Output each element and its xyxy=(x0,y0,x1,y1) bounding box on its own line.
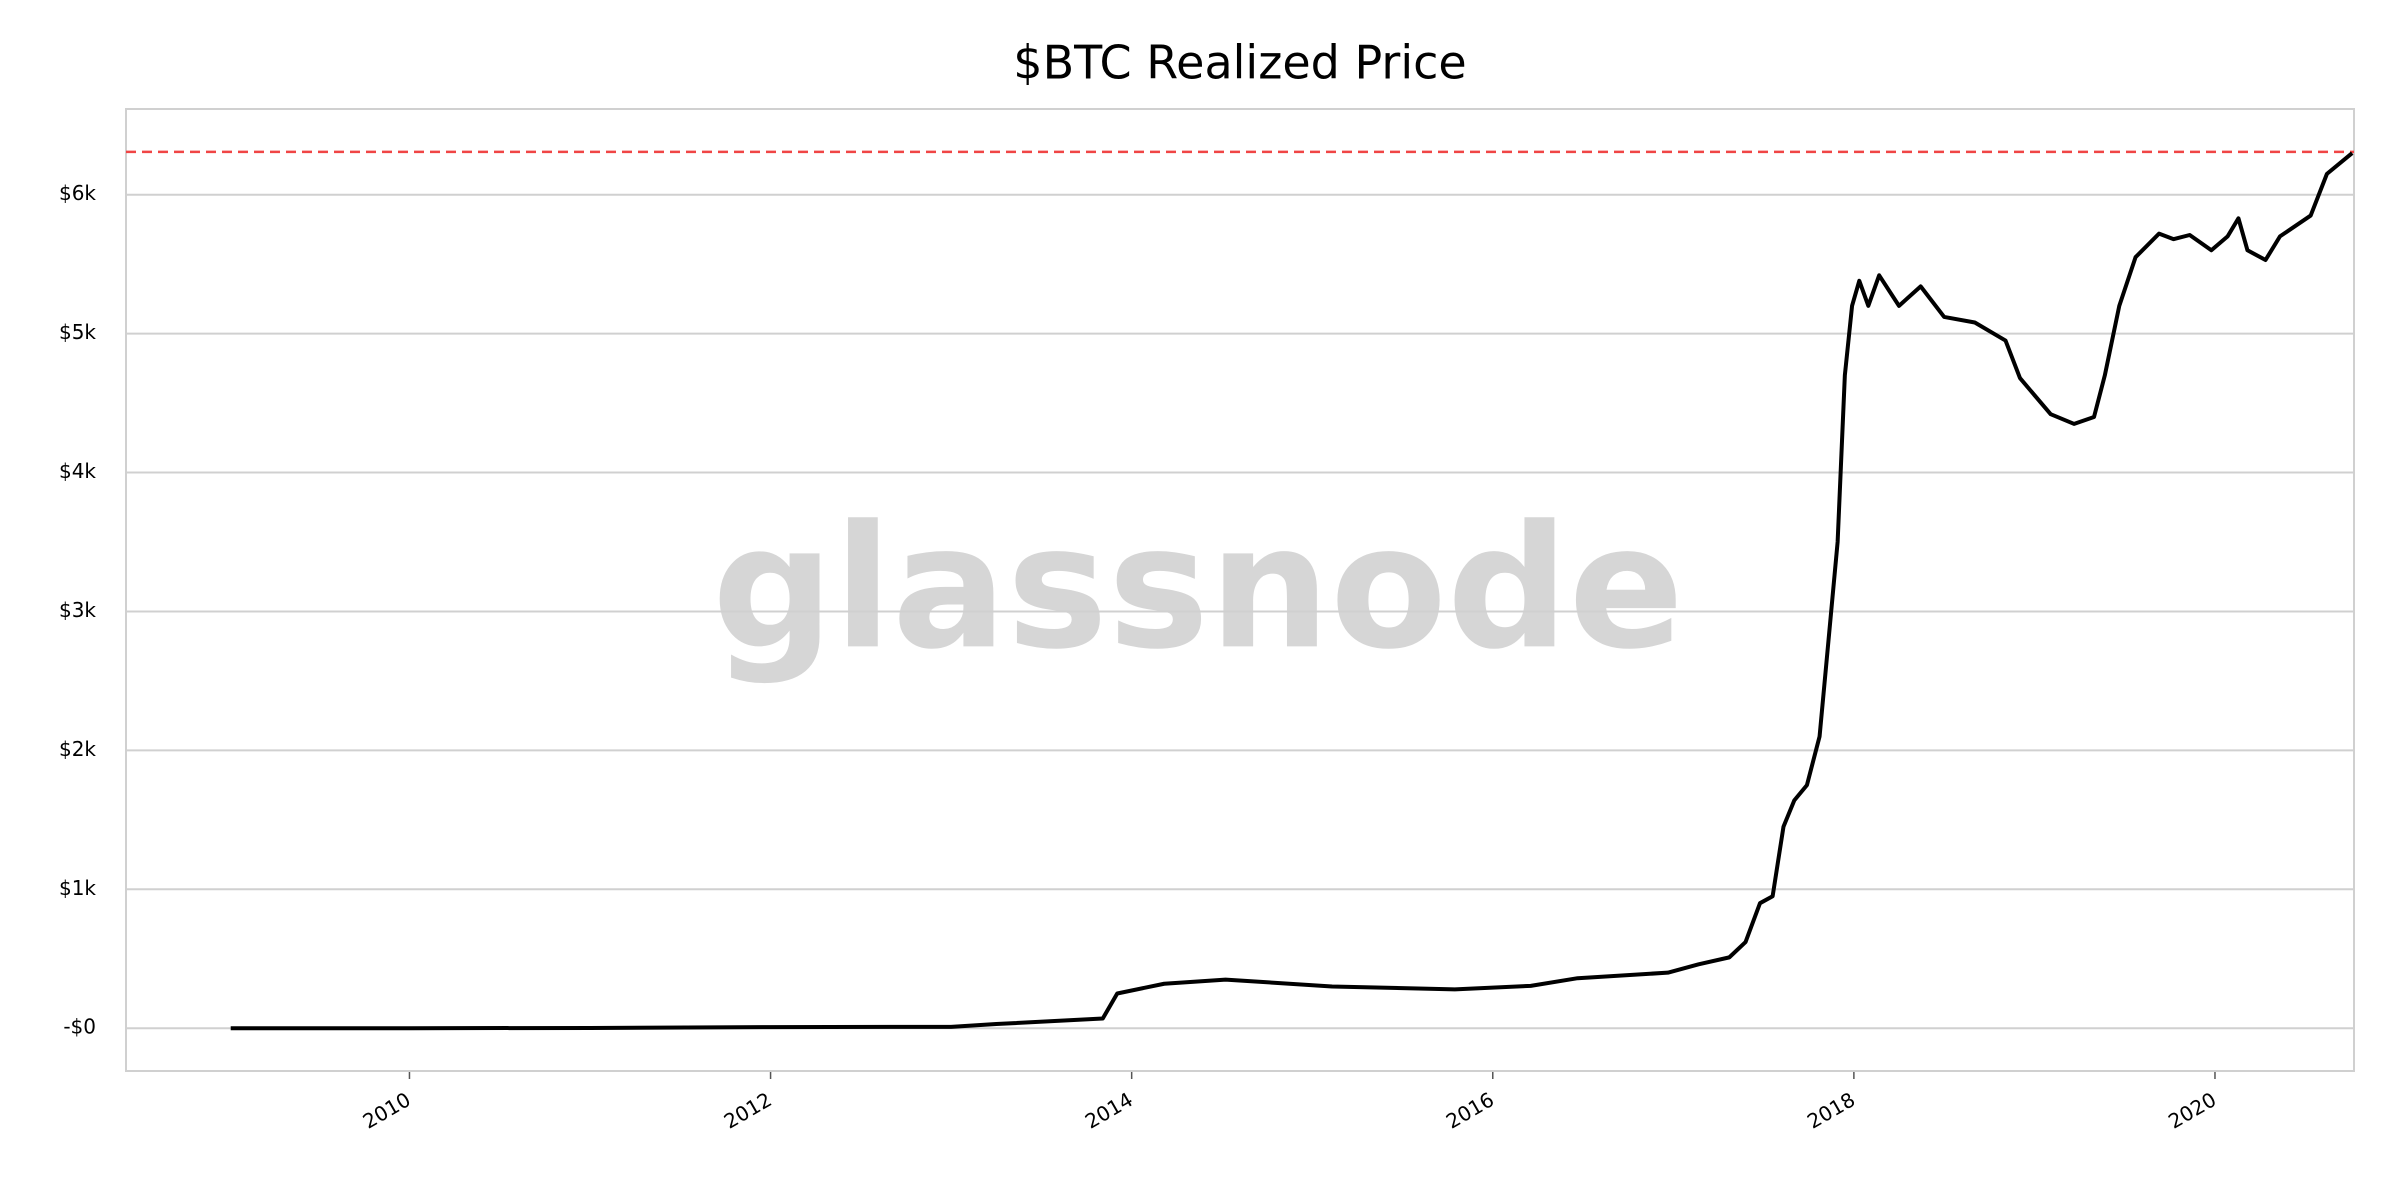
y-tick-label: $2k xyxy=(59,737,96,761)
y-tick-label: $1k xyxy=(59,876,96,900)
plot-frame xyxy=(125,108,2355,1072)
y-tick-label: $3k xyxy=(59,598,96,622)
chart-title: $BTC Realized Price xyxy=(1013,36,1466,90)
x-tick-label: 2010 xyxy=(359,1087,415,1133)
x-tick-label: 2012 xyxy=(720,1087,776,1133)
y-tick-label: $4k xyxy=(59,459,96,483)
y-tick-label: $5k xyxy=(59,320,96,344)
y-tick-label: -$0 xyxy=(63,1015,96,1039)
x-tick-label: 2020 xyxy=(2164,1087,2220,1133)
x-tick-label: 2014 xyxy=(1081,1087,1137,1133)
x-tick-label: 2018 xyxy=(1803,1087,1859,1133)
price-line xyxy=(230,151,2354,1031)
x-tick-label: 2016 xyxy=(1442,1087,1498,1133)
y-tick-label: $6k xyxy=(59,181,96,205)
watermark: glassnode xyxy=(712,489,1684,687)
